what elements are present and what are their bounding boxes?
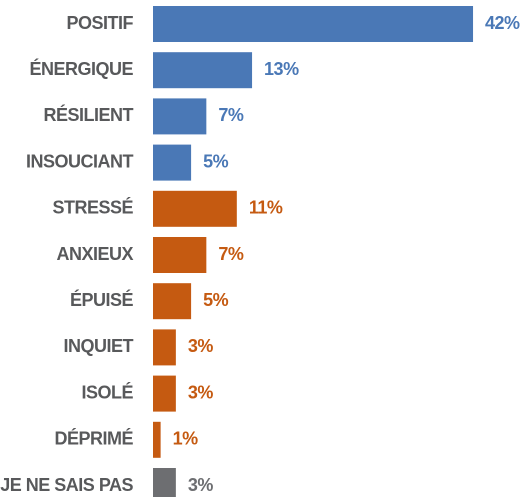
bar: [153, 190, 237, 227]
category-label: JE NE SAIS PAS: [0, 475, 133, 495]
category-label: ÉPUISÉ: [70, 289, 134, 310]
bar: [153, 98, 207, 135]
bar: [153, 144, 192, 181]
category-label: POSITIF: [66, 13, 133, 33]
value-label: 7%: [218, 105, 244, 125]
value-label: 3%: [188, 475, 214, 495]
category-label: ISOLÉ: [81, 381, 133, 402]
category-label: RÉSILIENT: [43, 104, 133, 125]
value-label: 11%: [249, 198, 283, 218]
bar: [153, 283, 192, 320]
bar: [153, 329, 176, 366]
category-label: ÉNERGIQUE: [29, 58, 133, 79]
bar: [153, 468, 176, 497]
value-label: 3%: [188, 336, 214, 356]
value-label: 7%: [218, 244, 244, 264]
category-label: ANXIEUX: [56, 244, 133, 264]
value-label: 42%: [485, 13, 520, 33]
bar: [153, 237, 207, 273]
category-label: INSOUCIANT: [26, 151, 134, 171]
bar: [153, 52, 253, 89]
value-label: 5%: [203, 151, 229, 171]
value-label: 13%: [264, 59, 299, 79]
value-label: 5%: [203, 290, 229, 310]
category-label: DÉPRIMÉ: [54, 428, 133, 449]
bar: [153, 375, 176, 412]
bar: [153, 6, 474, 42]
bar: [153, 421, 161, 458]
category-label: STRESSÉ: [52, 197, 133, 218]
category-label: INQUIET: [63, 336, 133, 356]
value-label: 1%: [173, 429, 199, 449]
value-label: 3%: [188, 382, 214, 402]
